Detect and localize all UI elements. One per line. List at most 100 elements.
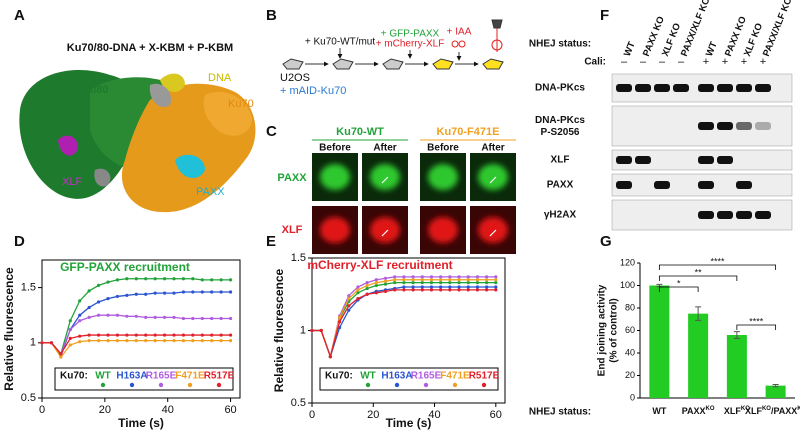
data-point [87, 289, 91, 293]
band [698, 211, 714, 219]
significance-bracket [658, 286, 699, 292]
data-point [356, 285, 360, 289]
workflow-text: + Ku70-WT/mut [305, 37, 376, 48]
data-point [485, 281, 489, 285]
band [673, 84, 689, 92]
superscript: KO [741, 406, 750, 412]
data-point [191, 290, 195, 294]
microscopy-images [312, 153, 516, 254]
plot-frame [41, 259, 241, 399]
data-point [310, 328, 314, 333]
data-point [466, 275, 470, 279]
data-point [485, 278, 489, 282]
data-point [448, 288, 452, 292]
y-axis-label: End joining activity [597, 284, 608, 376]
band [755, 211, 771, 219]
panel-letter: A [14, 7, 25, 24]
panel-letter: B [266, 7, 277, 24]
data-point [200, 316, 204, 321]
data-point [181, 333, 186, 337]
data-point [337, 320, 342, 324]
data-point [485, 275, 489, 279]
data-point [393, 288, 397, 292]
data-point [457, 281, 461, 285]
data-point [172, 315, 176, 320]
data-point [68, 336, 72, 340]
superscript: KO [762, 406, 771, 412]
legend-marker [216, 382, 222, 388]
panel-letter: F [600, 7, 609, 24]
data-point [466, 278, 470, 282]
data-point [475, 288, 480, 292]
column-label: Before [319, 143, 351, 154]
legend-marker [365, 382, 371, 388]
data-point [200, 333, 204, 337]
data-point [439, 278, 443, 282]
significance-label: **** [710, 256, 725, 266]
superscript: KO [797, 406, 800, 412]
data-point [347, 297, 351, 301]
data-point [383, 289, 388, 293]
data-point [200, 290, 204, 294]
charts: GFP-PAXX recruitment Time (s) Relative flu… [2, 252, 800, 430]
workflow-text: + GFP-PAXX [381, 29, 440, 40]
row-label: XLF [282, 224, 303, 236]
legend-label: R517E [469, 371, 500, 382]
structure-label: PAXX [196, 186, 225, 198]
data-point [365, 292, 369, 296]
data-point [402, 288, 406, 292]
legend-label: WT [95, 371, 111, 382]
band [616, 156, 632, 164]
data-point [68, 319, 72, 323]
data-point [210, 290, 214, 294]
data-point [420, 288, 424, 292]
legend-label: F471E [440, 371, 470, 382]
band [698, 122, 714, 130]
data-point [78, 319, 82, 323]
band [698, 181, 714, 189]
data-point [115, 278, 120, 282]
nucleus [478, 217, 508, 243]
data-point [106, 297, 110, 301]
laser-arrow [381, 176, 389, 184]
y-tick-label: 1.5 [21, 282, 36, 294]
data-point [49, 341, 54, 345]
legend-marker [394, 382, 400, 388]
x-axis-label: Time (s) [386, 416, 432, 430]
western-blot: WT–PAXX KO–XLF KO–PAXX/XLF KO–WT+PAXX KO… [535, 0, 795, 231]
nucleus [370, 164, 400, 190]
legend-label: R517E [204, 371, 235, 382]
data-point [494, 288, 498, 292]
status-label: NHEJ status: [529, 39, 591, 50]
data-point [210, 316, 214, 321]
cali-label: Cali: [584, 57, 606, 68]
data-point [153, 333, 157, 337]
data-point [106, 313, 110, 317]
data-point [125, 277, 129, 281]
significance-label: ** [695, 267, 703, 277]
y-tick-label: 1.5 [291, 252, 306, 264]
data-point [172, 333, 176, 337]
data-point [383, 282, 388, 286]
cali-sign: + [741, 56, 747, 68]
structure-label: Ku80 [82, 84, 109, 96]
data-point [439, 288, 443, 292]
blot-row-label: γH2AX [544, 210, 577, 221]
y-tick-label: 40 [625, 347, 635, 357]
nucleus [320, 217, 350, 243]
y-tick-label: 120 [620, 257, 635, 267]
data-point [96, 300, 101, 304]
data-point [347, 308, 351, 312]
x-axis-label: Time (s) [118, 416, 164, 430]
bar [726, 335, 747, 398]
data-point [115, 338, 120, 343]
data-point [115, 294, 120, 299]
data-point [393, 278, 397, 282]
data-point [219, 333, 223, 337]
data-point [78, 299, 82, 303]
data-point [494, 278, 498, 282]
band [698, 84, 714, 92]
panel-letter: C [266, 123, 277, 140]
data-point [134, 277, 138, 281]
data-point [411, 275, 415, 279]
